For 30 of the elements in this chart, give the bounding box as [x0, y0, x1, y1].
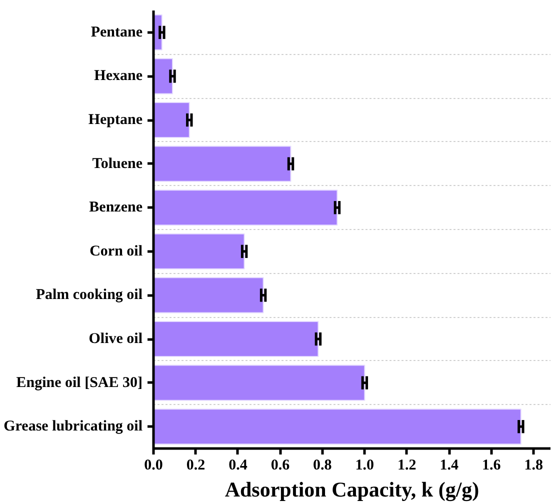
bar	[154, 146, 292, 182]
y-tick-label: Engine oil [SAE 30]	[16, 374, 143, 391]
bar	[154, 408, 522, 445]
x-tick-label: 0.0	[144, 458, 163, 474]
y-tick-label: Palm cooking oil	[36, 287, 142, 304]
bar	[154, 364, 366, 401]
x-tick-label: 0.6	[270, 458, 290, 474]
x-tick-label: 1.6	[482, 458, 502, 474]
y-tick-label: Benzene	[89, 200, 143, 216]
bar	[154, 277, 264, 314]
x-tick-label: 1.0	[355, 458, 374, 474]
x-axis-title: Adsorption Capacity, k (g/g)	[224, 478, 480, 502]
y-tick-label: Heptane	[88, 112, 143, 128]
y-tick-label: Hexane	[94, 68, 143, 84]
y-tick-label: Grease lubricating oil	[4, 418, 143, 435]
bar	[154, 58, 174, 94]
bar	[154, 320, 319, 358]
x-tick-label: 0.8	[313, 458, 332, 474]
x-tick-label: 0.2	[186, 458, 206, 474]
y-tick-label: Olive oil	[88, 331, 143, 347]
y-tick-label: Pentane	[90, 24, 143, 40]
x-tick-label: 1.4	[440, 458, 460, 474]
y-tick-label: Corn oil	[90, 243, 143, 260]
x-tick-label: 1.2	[398, 458, 416, 474]
bar	[154, 102, 190, 138]
bar	[154, 233, 245, 270]
x-tick-label: 1.8	[524, 458, 543, 474]
x-tick-label: 0.4	[228, 458, 248, 474]
bar	[154, 190, 338, 226]
y-tick-label: Toluene	[92, 156, 143, 172]
